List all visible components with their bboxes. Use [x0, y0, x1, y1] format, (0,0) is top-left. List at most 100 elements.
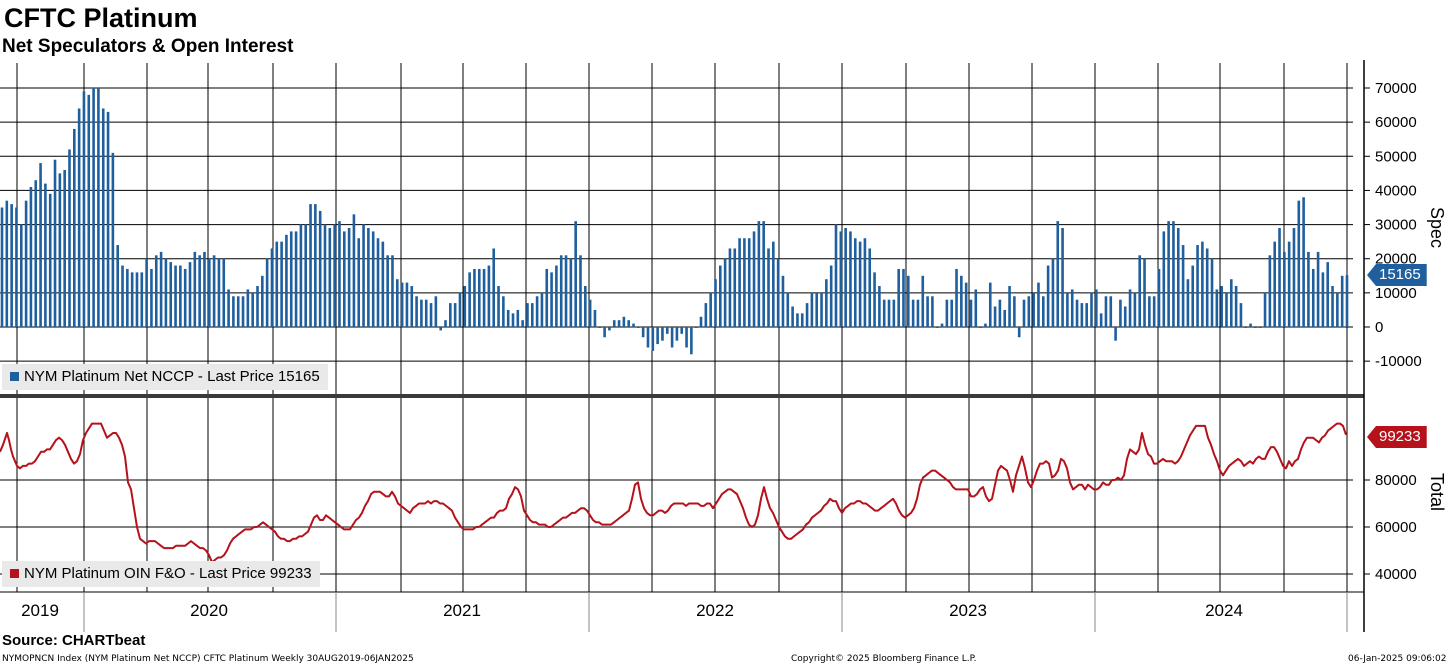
spec-bar — [391, 255, 394, 327]
spec-bar — [1263, 292, 1267, 327]
spec-bar — [434, 296, 438, 327]
spec-bar — [347, 227, 351, 327]
spec-bar — [159, 251, 163, 327]
spec-bar — [87, 94, 91, 327]
spec-bar — [126, 268, 129, 327]
spec-bar — [530, 303, 534, 327]
spec-bar — [222, 258, 226, 327]
spec-bar — [593, 309, 597, 327]
spec-bar — [203, 251, 206, 327]
spec-bar — [1287, 241, 1291, 327]
spec-bar — [1172, 221, 1175, 327]
spec-bar — [521, 320, 524, 327]
spec-bar — [1157, 268, 1161, 327]
spec-bar — [1239, 303, 1243, 327]
spec-bar — [955, 268, 958, 327]
spec-bar — [805, 303, 809, 327]
spec-bar — [931, 296, 934, 327]
spec-bar — [709, 292, 712, 327]
spec-bar — [800, 313, 804, 327]
spec-bar — [772, 241, 775, 327]
spec-bar — [328, 227, 332, 327]
spec-bar — [584, 286, 587, 327]
spec-bar — [1162, 231, 1166, 327]
y-axis-title-spec: Spec — [1427, 207, 1447, 249]
spec-bar — [246, 289, 250, 327]
spec-bar — [265, 258, 269, 327]
spec-bar — [150, 268, 153, 327]
x-tick-label: 2019 — [21, 601, 59, 620]
spec-bar — [270, 248, 274, 327]
spec-bar — [386, 255, 389, 327]
y-tick-label-spec: 10000 — [1375, 285, 1417, 302]
spec-bar — [950, 299, 953, 327]
spec-bar — [73, 128, 76, 327]
spec-bar — [256, 286, 259, 327]
x-tick-label: 2020 — [190, 601, 228, 620]
spec-bar — [853, 238, 857, 327]
spec-bar — [1273, 241, 1276, 327]
spec-bar — [743, 238, 746, 327]
spec-bar — [641, 327, 645, 338]
spec-bar — [945, 299, 949, 327]
spec-bar — [1181, 245, 1185, 327]
spec-bar — [1297, 200, 1301, 327]
spec-bar — [241, 296, 245, 327]
spec-bar — [1167, 221, 1170, 327]
spec-bar — [714, 279, 717, 327]
spec-bar — [294, 231, 298, 327]
spec-bar — [1244, 327, 1248, 328]
spec-bar — [1326, 262, 1330, 327]
spec-bar — [492, 248, 496, 327]
spec-bar — [1123, 306, 1127, 327]
spec-bar — [405, 282, 409, 327]
spec-bar — [545, 268, 549, 327]
spec-bar — [694, 327, 698, 328]
spec-bar — [1283, 251, 1286, 327]
spec-bar — [280, 241, 283, 327]
spec-bar — [116, 245, 119, 327]
spec-bar — [1278, 227, 1281, 327]
spec-bar — [58, 173, 62, 327]
spec-bar — [357, 238, 361, 327]
spec-bar — [598, 327, 602, 328]
spec-bar — [690, 327, 693, 355]
spec-bar — [1066, 292, 1069, 327]
spec-bar — [675, 327, 679, 341]
spec-bar — [318, 210, 322, 327]
spec-bar — [516, 309, 520, 327]
spec-bar — [1008, 286, 1011, 327]
spec-bar — [1331, 286, 1334, 327]
spec-bar — [588, 299, 592, 327]
spec-bar — [757, 221, 761, 327]
spec-bar — [367, 227, 370, 327]
spec-bar — [15, 207, 18, 327]
spec-bar — [569, 258, 573, 327]
spec-bar — [289, 231, 293, 327]
footer-left: NYMOPNCN Index (NYM Platinum Net NCCP) C… — [2, 654, 414, 664]
spec-bar — [844, 227, 847, 327]
spec-bar — [974, 289, 978, 327]
footer-copyright: Copyright© 2025 Bloomberg Finance L.P. — [791, 654, 977, 664]
total-line — [0, 422, 1347, 564]
spec-bar — [376, 238, 380, 327]
spec-bar — [1307, 251, 1310, 327]
spec-bar — [984, 323, 987, 327]
spec-bar — [1080, 303, 1084, 327]
spec-bar — [1051, 258, 1055, 327]
panel-separator — [0, 394, 1364, 398]
spec-bar — [849, 231, 852, 327]
legend-spec-label: NYM Platinum Net NCCP - Last Price 15165 — [24, 368, 320, 385]
spec-bar — [1143, 258, 1146, 327]
spec-bar — [1061, 227, 1064, 327]
spec-bar — [656, 327, 659, 345]
spec-bar — [699, 316, 703, 327]
spec-bar — [1311, 268, 1315, 327]
spec-bar — [97, 88, 100, 327]
spec-bar — [1258, 327, 1262, 328]
spec-bar — [362, 224, 365, 327]
spec-bar — [482, 268, 486, 327]
spec-bar — [34, 180, 38, 327]
spec-bar — [796, 313, 799, 327]
spec-bar — [24, 200, 28, 327]
